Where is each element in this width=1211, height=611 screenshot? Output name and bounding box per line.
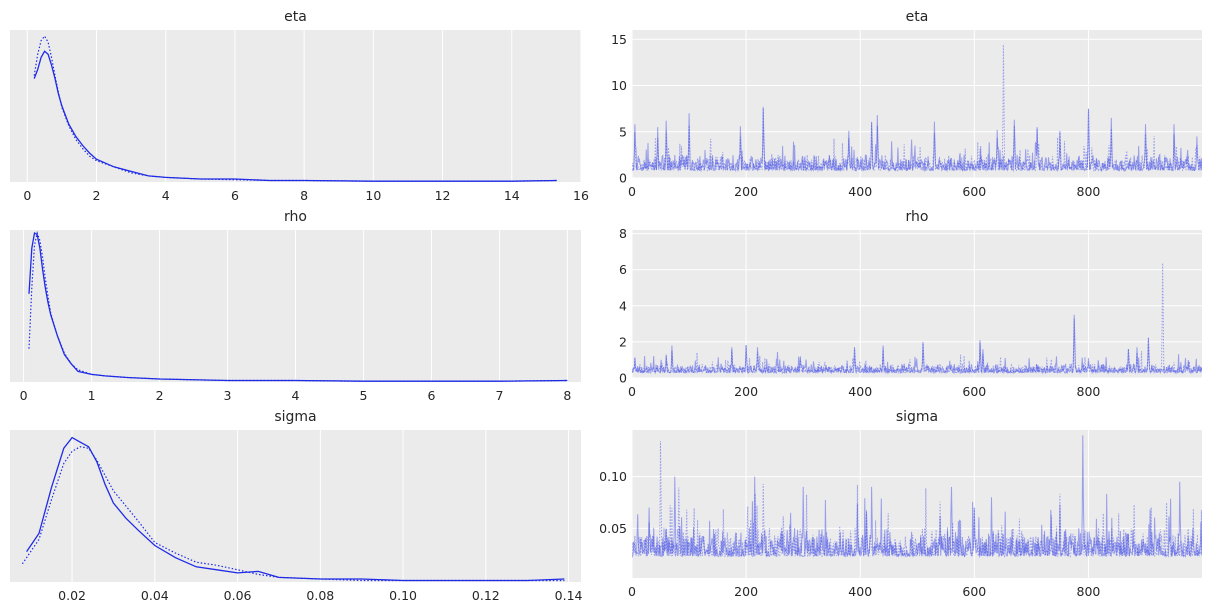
x-tick-label: 0.12 [472, 588, 500, 603]
x-tick-label: 400 [848, 384, 872, 399]
x-tick-label: 0 [628, 384, 636, 399]
x-tick-label: 6 [427, 388, 435, 403]
kde-line-dotted [33, 35, 557, 182]
trace-line-chain-0 [632, 107, 1202, 173]
x-tick-label: 800 [1077, 584, 1101, 599]
x-tick-label: 16 [573, 188, 589, 203]
y-tick-label: 10 [611, 78, 627, 93]
y-tick-label: 15 [611, 32, 627, 47]
x-tick-label: 0.02 [58, 588, 86, 603]
x-tick-label: 400 [848, 184, 872, 199]
x-tick-label: 0.04 [141, 588, 169, 603]
x-tick-label: 0.14 [555, 588, 583, 603]
x-tick-label: 600 [962, 384, 986, 399]
y-tick-label: 0.10 [599, 469, 627, 484]
panel-title: rho [284, 209, 307, 225]
panel-title: sigma [896, 409, 938, 425]
kde-line-dotted [28, 230, 568, 382]
x-tick-label: 2 [93, 188, 101, 203]
panel-eta-trace: eta 0 200 400 600 800 0 5 10 15 [611, 9, 1202, 199]
x-tick-label: 0 [20, 388, 28, 403]
x-tick-label: 5 [359, 388, 367, 403]
x-tick-label: 14 [504, 188, 520, 203]
trace-line-chain-1 [632, 441, 1202, 559]
x-tick-label: 800 [1077, 384, 1101, 399]
panel-rho-trace: rho 0 200 400 600 800 0 2 4 6 8 [619, 209, 1202, 399]
x-tick-label: 0 [628, 584, 636, 599]
x-tick-label: 600 [962, 584, 986, 599]
panel-title: rho [906, 209, 929, 225]
y-tick-label: 0 [619, 171, 627, 186]
y-tick-label: 8 [619, 226, 627, 241]
y-tick-label: 6 [619, 262, 627, 277]
x-tick-label: 6 [231, 188, 239, 203]
y-tick-label: 0.05 [599, 521, 627, 536]
trace-line-chain-0 [632, 314, 1202, 375]
x-tick-label: 0.10 [389, 588, 417, 603]
y-tick-label: 4 [619, 298, 627, 313]
trace-line-chain-0 [632, 435, 1202, 559]
x-tick-label: 0.08 [306, 588, 334, 603]
x-tick-label: 200 [734, 584, 758, 599]
trace-line-chain-1 [632, 263, 1202, 375]
panel-eta-kde: eta 0 2 4 6 8 10 12 14 16 [10, 9, 589, 203]
x-tick-label: 800 [1077, 184, 1101, 199]
x-tick-label: 0 [23, 188, 31, 203]
plot-background [10, 30, 581, 182]
plot-background [632, 430, 1202, 578]
trace-line-chain-1 [632, 44, 1202, 173]
x-tick-label: 2 [156, 388, 164, 403]
panel-title: eta [906, 9, 929, 25]
x-tick-label: 4 [292, 388, 300, 403]
x-tick-label: 1 [88, 388, 96, 403]
plot-background [632, 30, 1202, 178]
x-tick-label: 200 [734, 184, 758, 199]
x-tick-label: 600 [962, 184, 986, 199]
x-tick-label: 200 [734, 384, 758, 399]
panel-title: sigma [274, 409, 316, 425]
x-tick-label: 400 [848, 584, 872, 599]
y-tick-label: 5 [619, 124, 627, 139]
x-tick-label: 3 [224, 388, 232, 403]
panel-sigma-trace: sigma 0 200 400 600 800 0.05 0.10 [599, 409, 1202, 599]
x-tick-label: 4 [162, 188, 170, 203]
x-tick-label: 0.06 [224, 588, 252, 603]
kde-line-solid [33, 50, 557, 182]
panel-title: eta [284, 9, 307, 25]
y-tick-label: 0 [619, 371, 627, 386]
x-tick-label: 0 [628, 184, 636, 199]
panel-sigma-kde: sigma 0.02 0.04 0.06 0.08 0.10 0.12 0.14 [10, 409, 583, 603]
panel-rho-kde: rho 0 1 2 3 4 5 6 7 8 [10, 209, 581, 403]
x-tick-label: 10 [365, 188, 381, 203]
x-tick-label: 12 [435, 188, 451, 203]
kde-line-dotted [21, 446, 565, 582]
plot-background [10, 430, 581, 582]
y-tick-label: 2 [619, 334, 627, 349]
x-tick-label: 7 [495, 388, 503, 403]
x-tick-label: 8 [563, 388, 571, 403]
x-tick-label: 8 [300, 188, 308, 203]
plot-background [632, 230, 1202, 378]
